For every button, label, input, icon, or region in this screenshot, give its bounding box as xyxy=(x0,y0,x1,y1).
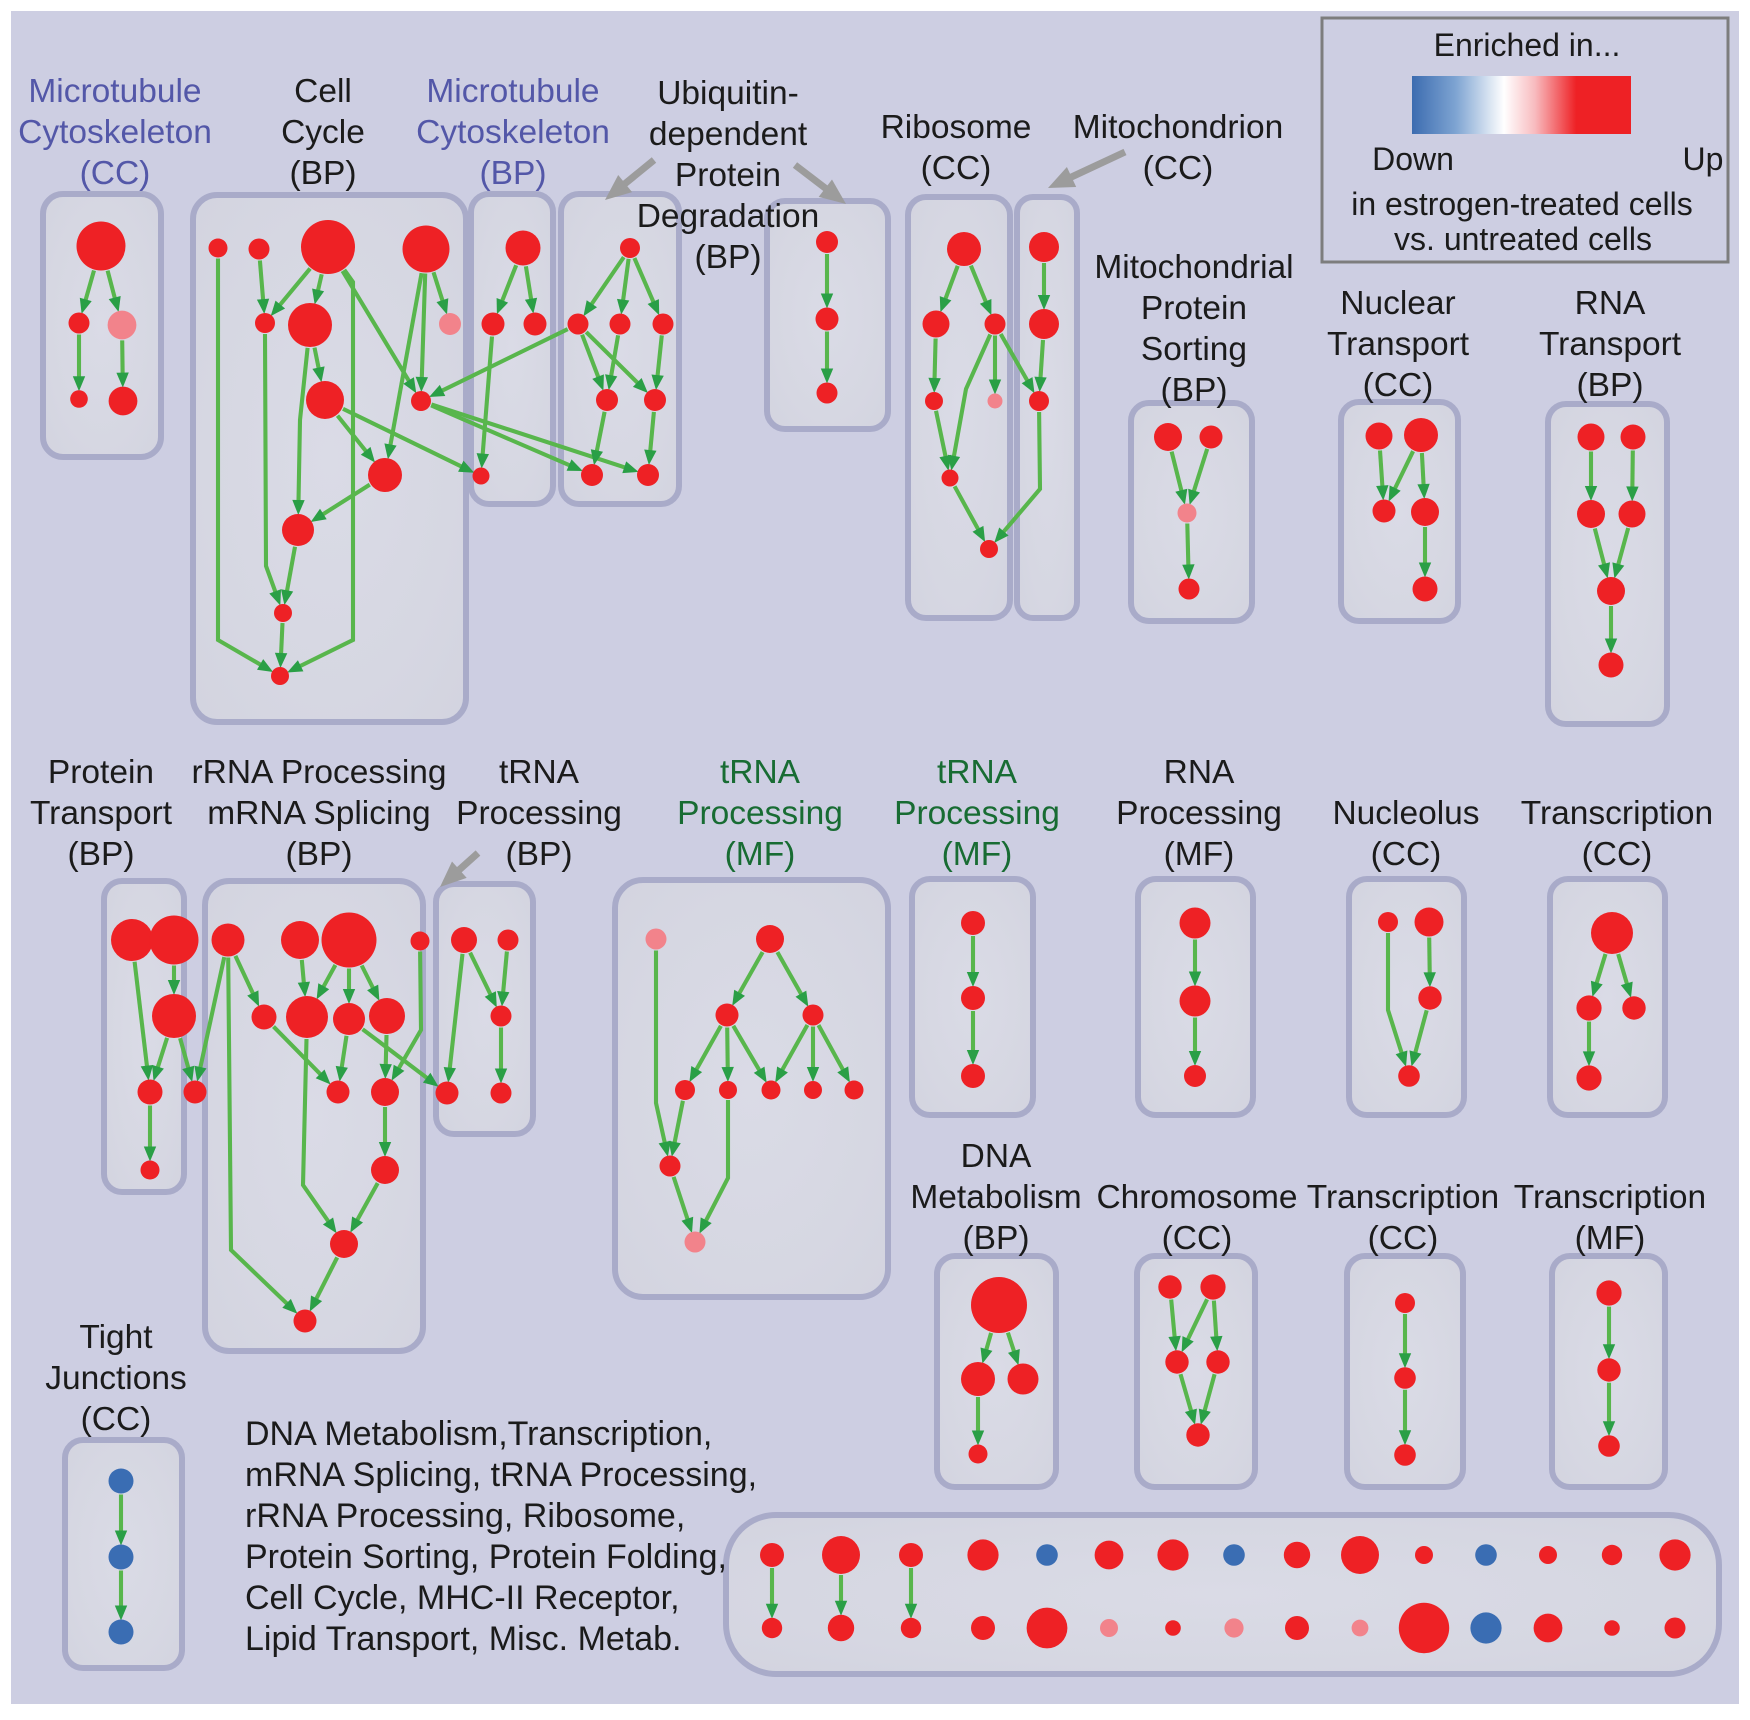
svg-text:rRNA Processing, Ribosome,: rRNA Processing, Ribosome, xyxy=(245,1497,685,1535)
svg-text:(CC): (CC) xyxy=(1371,836,1442,873)
svg-text:tRNA: tRNA xyxy=(937,754,1018,791)
svg-text:(CC): (CC) xyxy=(1162,1220,1233,1257)
svg-text:mRNA Splicing, tRNA Processing: mRNA Splicing, tRNA Processing, xyxy=(245,1456,757,1494)
svg-text:(CC): (CC) xyxy=(80,155,151,192)
svg-text:RNA: RNA xyxy=(1575,285,1646,322)
svg-text:(CC): (CC) xyxy=(81,1401,152,1438)
svg-text:Microtubule: Microtubule xyxy=(28,73,201,110)
svg-text:Protein Sorting, Protein Foldi: Protein Sorting, Protein Folding, xyxy=(245,1538,727,1576)
svg-text:(MF): (MF) xyxy=(1575,1220,1646,1257)
svg-text:Degradation: Degradation xyxy=(637,198,820,235)
svg-text:Lipid Transport, Misc. Metab.: Lipid Transport, Misc. Metab. xyxy=(245,1620,682,1658)
svg-text:(BP): (BP) xyxy=(695,239,762,276)
svg-text:Microtubule: Microtubule xyxy=(426,73,599,110)
svg-text:Ubiquitin-: Ubiquitin- xyxy=(657,75,799,112)
svg-text:Ribosome: Ribosome xyxy=(881,109,1032,146)
svg-text:(CC): (CC) xyxy=(1368,1220,1439,1257)
svg-text:Transport: Transport xyxy=(30,795,173,832)
svg-text:Nuclear: Nuclear xyxy=(1340,285,1455,322)
svg-text:in estrogen-treated cells: in estrogen-treated cells xyxy=(1351,186,1693,222)
svg-text:Transcription: Transcription xyxy=(1514,1179,1706,1216)
svg-text:Cell Cycle, MHC-II Receptor,: Cell Cycle, MHC-II Receptor, xyxy=(245,1579,680,1617)
svg-text:Cytoskeleton: Cytoskeleton xyxy=(18,114,212,151)
svg-text:(BP): (BP) xyxy=(963,1220,1030,1257)
svg-text:Cell: Cell xyxy=(294,73,352,110)
svg-text:Processing: Processing xyxy=(1116,795,1282,832)
svg-text:Up: Up xyxy=(1683,141,1724,177)
svg-text:Protein: Protein xyxy=(48,754,154,791)
svg-text:tRNA: tRNA xyxy=(499,754,580,791)
svg-text:(BP): (BP) xyxy=(286,836,353,873)
svg-text:DNA: DNA xyxy=(961,1138,1032,1175)
svg-text:vs. untreated cells: vs. untreated cells xyxy=(1394,221,1652,257)
svg-text:Protein: Protein xyxy=(675,157,781,194)
svg-text:tRNA: tRNA xyxy=(720,754,801,791)
svg-text:(BP): (BP) xyxy=(1161,372,1228,409)
svg-text:DNA Metabolism,Transcription,: DNA Metabolism,Transcription, xyxy=(245,1415,712,1453)
svg-text:rRNA Processing: rRNA Processing xyxy=(191,754,446,791)
svg-text:(BP): (BP) xyxy=(480,155,547,192)
svg-text:Sorting: Sorting xyxy=(1141,331,1247,368)
svg-text:(CC): (CC) xyxy=(1582,836,1653,873)
svg-text:Cytoskeleton: Cytoskeleton xyxy=(416,114,610,151)
svg-text:(CC): (CC) xyxy=(921,150,992,187)
svg-text:Down: Down xyxy=(1372,141,1454,177)
svg-text:Processing: Processing xyxy=(677,795,843,832)
svg-text:(BP): (BP) xyxy=(1577,367,1644,404)
svg-text:(MF): (MF) xyxy=(1164,836,1235,873)
svg-text:dependent: dependent xyxy=(649,116,808,153)
svg-text:(MF): (MF) xyxy=(942,836,1013,873)
svg-text:Protein: Protein xyxy=(1141,290,1247,327)
svg-text:Nucleolus: Nucleolus xyxy=(1332,795,1479,832)
svg-text:Transcription: Transcription xyxy=(1307,1179,1499,1216)
svg-text:RNA: RNA xyxy=(1164,754,1235,791)
svg-text:mRNA Splicing: mRNA Splicing xyxy=(207,795,430,832)
svg-text:(BP): (BP) xyxy=(506,836,573,873)
svg-text:(BP): (BP) xyxy=(68,836,135,873)
svg-text:(MF): (MF) xyxy=(725,836,796,873)
svg-text:(CC): (CC) xyxy=(1363,367,1434,404)
svg-text:Transcription: Transcription xyxy=(1521,795,1713,832)
svg-text:(BP): (BP) xyxy=(290,155,357,192)
svg-text:Processing: Processing xyxy=(894,795,1060,832)
svg-text:Mitochondrial: Mitochondrial xyxy=(1094,249,1293,286)
svg-text:Cycle: Cycle xyxy=(281,114,365,151)
svg-text:Enriched in...: Enriched in... xyxy=(1434,27,1621,63)
svg-text:Metabolism: Metabolism xyxy=(910,1179,1081,1216)
svg-text:Junctions: Junctions xyxy=(45,1360,187,1397)
svg-text:Mitochondrion: Mitochondrion xyxy=(1073,109,1283,146)
svg-text:Transport: Transport xyxy=(1539,326,1682,363)
svg-text:(CC): (CC) xyxy=(1143,150,1214,187)
svg-text:Transport: Transport xyxy=(1327,326,1470,363)
svg-text:Chromosome: Chromosome xyxy=(1096,1179,1297,1216)
svg-text:Processing: Processing xyxy=(456,795,622,832)
svg-text:Tight: Tight xyxy=(79,1319,153,1356)
